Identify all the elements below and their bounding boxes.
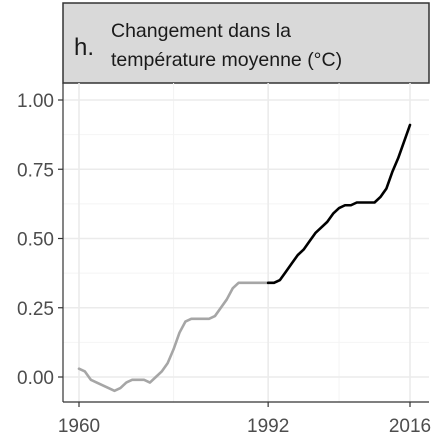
y-tick-label: 0.00 [17,368,54,389]
x-tick-label: 2016 [389,416,431,437]
panel-title-line-1: Changement dans la [111,20,291,42]
tick-labels: 0.00 0.25 0.50 0.75 1.00 1960 1992 2016 [17,91,431,437]
series-lines [77,123,412,393]
y-tick-label: 0.25 [17,299,54,320]
panel-title-line-2: température moyenne (°C) [111,49,342,71]
x-tick-label: 1960 [58,416,100,437]
y-tick-label: 1.00 [17,91,54,112]
plot-area: 0.00 0.25 0.50 0.75 1.00 1960 1992 2016 [17,83,431,437]
series-line-1 [77,281,270,393]
panel-strip-background [62,2,430,84]
series-line-2 [266,123,412,285]
panel-strip: h. Changement dans la température moyenn… [62,2,430,84]
y-tick-label: 0.75 [17,160,54,181]
grid [63,83,429,402]
y-tick-label: 0.50 [17,230,54,251]
axes [58,83,429,407]
x-tick-label: 1992 [247,416,289,437]
panel-letter: h. [74,34,94,61]
